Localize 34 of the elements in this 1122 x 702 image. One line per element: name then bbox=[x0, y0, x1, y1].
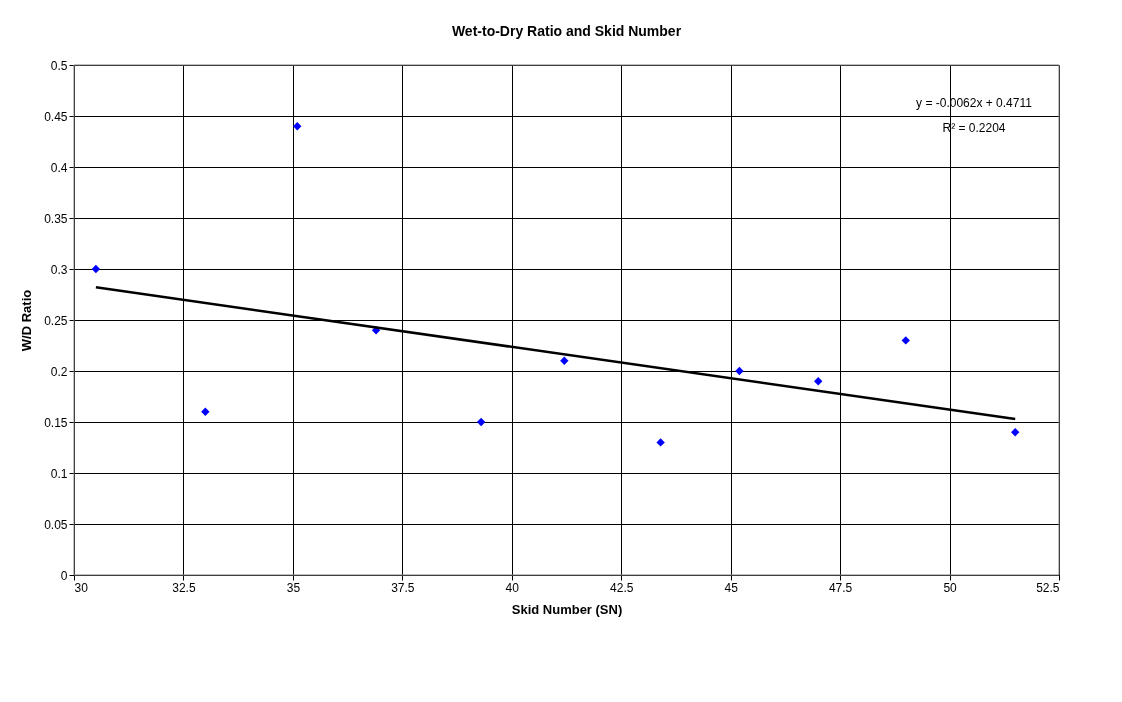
y-tick-label: 0.45 bbox=[44, 109, 68, 124]
chart-title: Wet-to-Dry Ratio and Skid Number bbox=[451, 23, 682, 39]
x-axis-title: Skid Number (SN) bbox=[511, 601, 623, 617]
x-tick-label: 52.5 bbox=[1036, 580, 1060, 595]
x-tick-label: 30 bbox=[74, 580, 89, 595]
point bbox=[91, 264, 101, 274]
point bbox=[476, 417, 486, 427]
point bbox=[656, 438, 665, 447]
y-tick-label: 0 bbox=[60, 568, 68, 583]
x-tick-label: 47.5 bbox=[828, 580, 853, 595]
point bbox=[201, 407, 210, 416]
x-tick-label: 35 bbox=[286, 580, 301, 595]
y-tick-label: 0.4 bbox=[50, 160, 68, 175]
y-tick-label: 0.35 bbox=[44, 211, 68, 226]
point bbox=[735, 366, 744, 376]
point bbox=[814, 377, 823, 386]
x-tick-label: 37.5 bbox=[391, 580, 415, 595]
x-tick-label: 45 bbox=[724, 580, 739, 595]
point bbox=[1011, 428, 1020, 437]
y-tick-label: 0.05 bbox=[44, 517, 68, 532]
point bbox=[901, 336, 910, 345]
x-tick-label: 40 bbox=[505, 580, 520, 595]
x-tick-label: 42.5 bbox=[610, 580, 634, 595]
y-tick-label: 0.5 bbox=[50, 58, 68, 73]
y-tick-label: 0.3 bbox=[50, 262, 68, 277]
y-tick-label: 0.2 bbox=[50, 364, 68, 379]
point bbox=[560, 356, 569, 365]
y-tick-label: 0.25 bbox=[44, 313, 68, 328]
point bbox=[293, 122, 302, 131]
y-tick-label: 0.1 bbox=[50, 466, 68, 481]
y-axis-title: W/D Ratio bbox=[19, 289, 35, 352]
y-tick-label: 0.15 bbox=[44, 415, 68, 430]
x-tick-label: 50 bbox=[943, 580, 958, 595]
x-tick-label: 32.5 bbox=[172, 580, 196, 595]
